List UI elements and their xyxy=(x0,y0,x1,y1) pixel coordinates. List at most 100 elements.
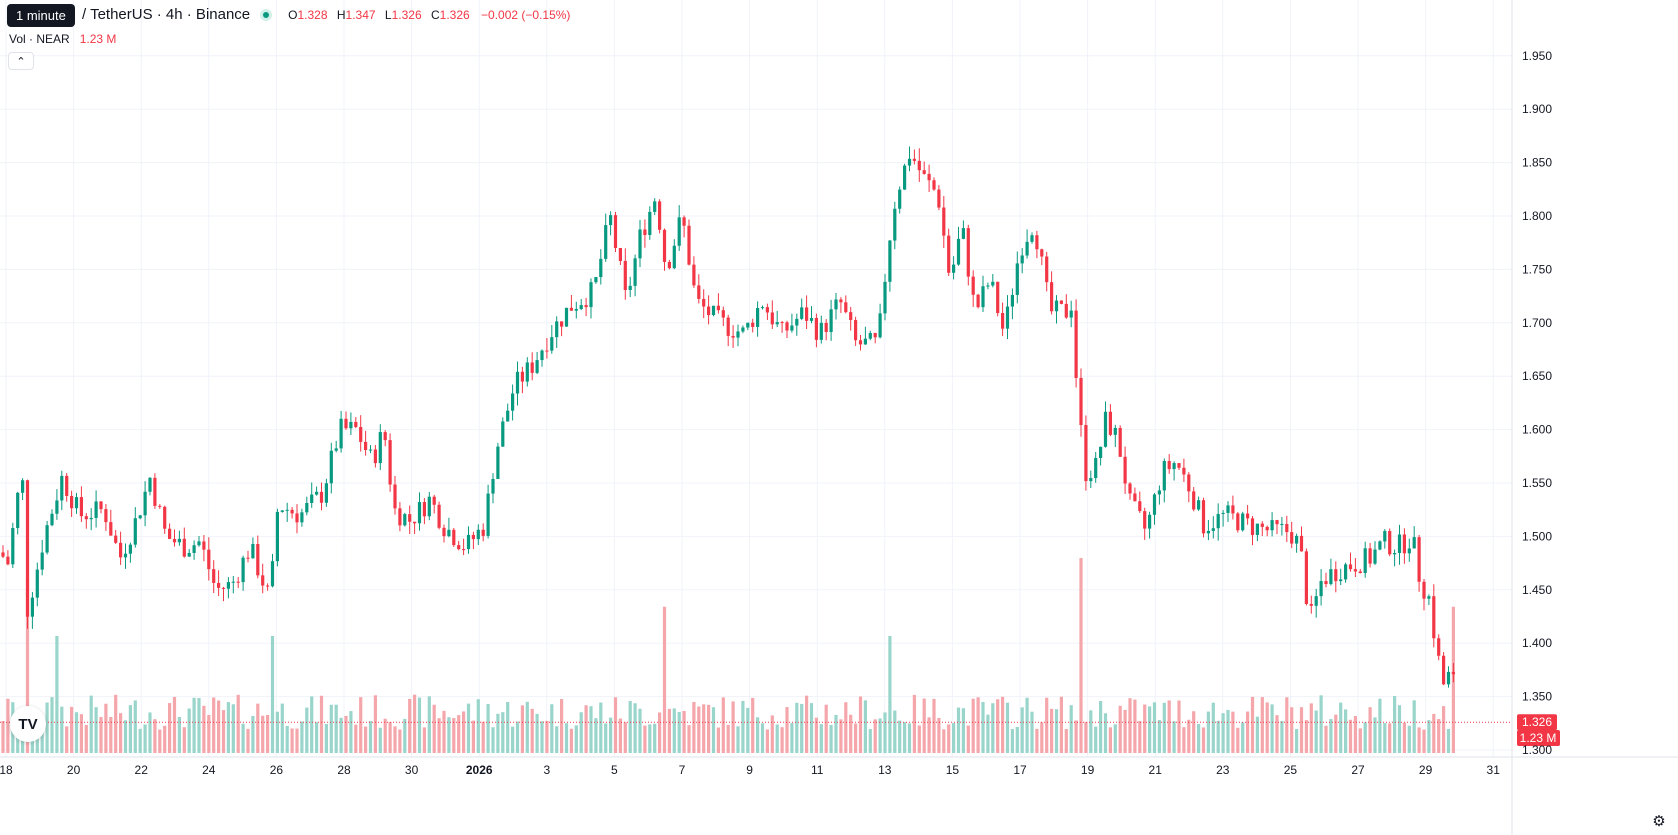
volume-bar xyxy=(1094,726,1098,753)
candle-down xyxy=(814,317,818,340)
volume-bar xyxy=(677,712,681,753)
candle-down xyxy=(1260,523,1264,527)
volume-bar xyxy=(422,727,426,753)
volume-bar xyxy=(192,697,196,753)
volume-bar xyxy=(726,724,730,753)
volume-bar xyxy=(1020,707,1024,753)
volume-bar xyxy=(383,718,387,753)
volume-bar xyxy=(40,721,44,753)
candle-down xyxy=(266,585,270,587)
candle-up xyxy=(1255,523,1259,535)
gear-icon[interactable]: ⚙ xyxy=(1652,813,1666,830)
x-tick-label: 22 xyxy=(135,763,149,777)
chevron-up-icon: ⌃ xyxy=(16,55,26,68)
x-tick-label: 7 xyxy=(679,763,686,777)
candle-down xyxy=(658,201,662,230)
candle-up xyxy=(486,493,490,536)
candle-down xyxy=(1236,513,1240,531)
candle-down xyxy=(932,180,936,190)
volume-bar xyxy=(226,702,230,753)
candle-up xyxy=(1427,596,1431,599)
x-tick-label: 19 xyxy=(1081,763,1095,777)
candle-down xyxy=(1138,501,1142,512)
candle-down xyxy=(207,549,211,570)
candle-up xyxy=(1172,463,1176,470)
candle-down xyxy=(1201,500,1206,534)
candle-down xyxy=(452,529,456,546)
high-value: 1.347 xyxy=(345,7,376,22)
volume-bar xyxy=(1192,711,1196,753)
x-tick-label: 18 xyxy=(0,763,13,777)
volume-bar xyxy=(1001,696,1005,753)
volume-bar xyxy=(658,712,662,753)
volume-bar xyxy=(800,703,804,753)
volume-bar xyxy=(285,725,289,753)
candle-up xyxy=(1025,241,1029,256)
volume-bar xyxy=(697,706,701,753)
candle-down xyxy=(692,264,696,286)
volume-bar xyxy=(496,713,500,753)
volume-bar xyxy=(1030,711,1034,753)
volume-bar xyxy=(1309,703,1313,753)
tradingview-logo[interactable]: TV xyxy=(10,706,46,742)
candle-up xyxy=(447,529,451,537)
candle-down xyxy=(1143,511,1147,529)
candle-up xyxy=(511,393,515,411)
volume-bar xyxy=(256,703,260,753)
candle-down xyxy=(942,207,946,236)
volume-bar xyxy=(1353,715,1357,753)
collapse-legend-button[interactable]: ⌃ xyxy=(8,52,34,70)
volume-bar xyxy=(471,720,475,753)
volume-bar xyxy=(99,717,103,753)
volume-bar xyxy=(971,698,975,753)
volume-bar xyxy=(437,718,441,753)
candle-down xyxy=(99,501,103,510)
volume-bar xyxy=(1143,704,1147,753)
volume-bar xyxy=(388,722,392,753)
candle-down xyxy=(383,432,387,441)
volume-bar xyxy=(55,636,59,753)
volume-bar xyxy=(60,706,64,753)
candle-up xyxy=(275,511,279,562)
volume-bar xyxy=(344,715,348,753)
candle-down xyxy=(839,299,843,303)
volume-bar xyxy=(368,721,373,753)
volume-bar xyxy=(236,694,240,753)
candle-up xyxy=(16,492,20,529)
candle-up xyxy=(491,478,495,494)
volume-bar xyxy=(898,720,902,753)
volume-bar xyxy=(829,724,833,753)
open-label: O xyxy=(288,7,298,22)
candle-down xyxy=(217,582,221,588)
candle-up xyxy=(1373,549,1377,564)
candle-up xyxy=(775,322,779,325)
volume-bar xyxy=(447,717,451,753)
volume-bar xyxy=(981,701,985,753)
candle-up xyxy=(1211,528,1215,531)
volume-bar xyxy=(187,708,191,753)
candle-up xyxy=(1241,513,1245,531)
candle-up xyxy=(285,509,289,511)
volume-bar xyxy=(917,725,921,753)
candle-up xyxy=(241,557,245,583)
volume-bar xyxy=(569,728,573,753)
candle-up xyxy=(1314,596,1318,606)
candle-down xyxy=(731,335,735,338)
symbol-title[interactable]: / TetherUS · 4h · Binance xyxy=(82,6,251,23)
market-status-icon[interactable] xyxy=(260,8,273,21)
candle-up xyxy=(1010,294,1014,307)
candle-up xyxy=(819,322,823,340)
candle-up xyxy=(795,318,799,326)
candle-down xyxy=(182,538,186,557)
volume-bar xyxy=(84,724,88,753)
volume-bar xyxy=(1383,723,1387,753)
candle-up xyxy=(133,518,137,545)
last-volume-label: 1.23 M xyxy=(1520,731,1557,745)
volume-bar xyxy=(574,725,578,753)
candle-up xyxy=(535,360,539,373)
volume-label[interactable]: Vol · NEAR xyxy=(9,32,70,46)
volume-bar xyxy=(1015,726,1019,753)
